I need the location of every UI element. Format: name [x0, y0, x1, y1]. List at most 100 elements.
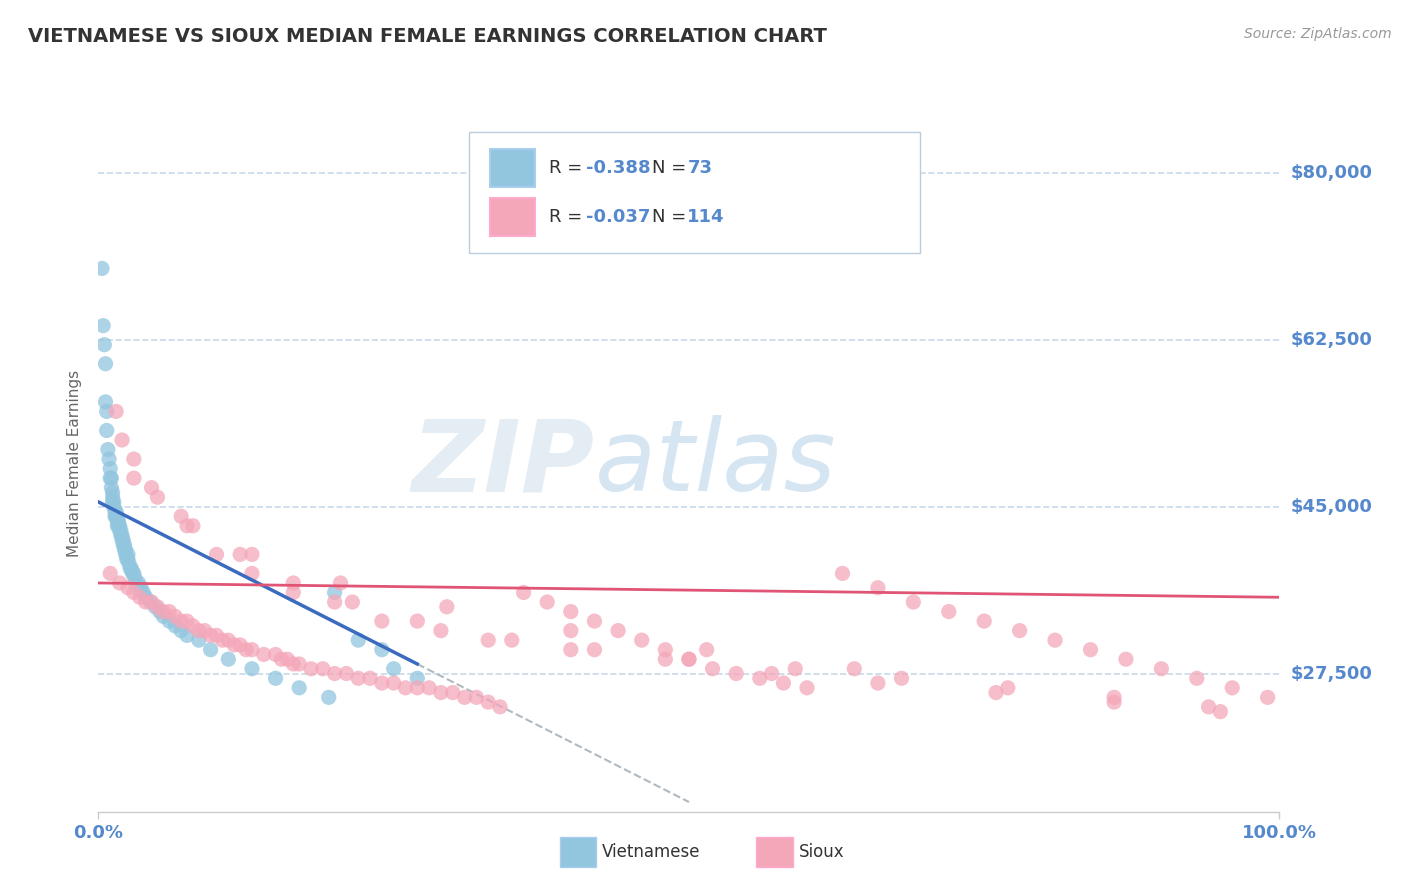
- Point: [176, 518, 198, 533]
- Point: [157, 605, 180, 619]
- Point: [122, 566, 145, 581]
- Point: [229, 638, 252, 652]
- Point: [98, 471, 121, 485]
- Text: $27,500: $27,500: [1291, 665, 1372, 682]
- Point: [418, 681, 440, 695]
- Point: [748, 671, 770, 685]
- Point: [194, 624, 217, 638]
- Point: [1102, 695, 1125, 709]
- Point: [406, 671, 429, 685]
- Text: Source: ZipAtlas.com: Source: ZipAtlas.com: [1244, 27, 1392, 41]
- Point: [725, 666, 748, 681]
- Point: [702, 662, 724, 676]
- Point: [117, 581, 139, 595]
- Point: [187, 633, 209, 648]
- Point: [112, 538, 135, 552]
- Point: [678, 652, 700, 666]
- Point: [125, 576, 148, 591]
- Point: [270, 652, 292, 666]
- Point: [512, 585, 534, 599]
- Point: [371, 642, 394, 657]
- Point: [121, 562, 143, 576]
- Point: [139, 595, 162, 609]
- Point: [607, 624, 630, 638]
- Point: [283, 657, 305, 671]
- Point: [560, 624, 582, 638]
- Point: [98, 461, 121, 475]
- Point: [114, 548, 136, 562]
- Point: [135, 595, 157, 609]
- Point: [108, 576, 131, 591]
- Point: [436, 599, 458, 614]
- Point: [1220, 681, 1243, 695]
- Point: [1198, 699, 1220, 714]
- Point: [115, 552, 138, 566]
- Point: [235, 642, 257, 657]
- Text: $45,000: $45,000: [1291, 498, 1372, 516]
- Point: [761, 666, 783, 681]
- Point: [477, 633, 499, 648]
- Point: [105, 509, 128, 524]
- Point: [129, 581, 152, 595]
- Point: [94, 395, 117, 409]
- Point: [128, 591, 150, 605]
- Point: [117, 548, 139, 562]
- Point: [122, 471, 145, 485]
- Point: [93, 337, 115, 351]
- Point: [120, 562, 142, 576]
- Point: [111, 433, 134, 447]
- Point: [342, 595, 364, 609]
- Point: [1257, 690, 1279, 705]
- Point: [938, 605, 960, 619]
- Point: [165, 619, 187, 633]
- Point: [105, 509, 128, 524]
- Point: [288, 681, 311, 695]
- Point: [453, 690, 475, 705]
- Point: [489, 699, 512, 714]
- Point: [217, 633, 239, 648]
- Point: [101, 495, 124, 509]
- Point: [283, 585, 305, 599]
- Point: [1185, 671, 1208, 685]
- Point: [371, 614, 394, 628]
- Point: [224, 638, 246, 652]
- Y-axis label: Median Female Earnings: Median Female Earnings: [67, 370, 83, 558]
- Point: [890, 671, 912, 685]
- Point: [110, 524, 132, 538]
- Point: [1102, 690, 1125, 705]
- Point: [347, 671, 370, 685]
- Point: [112, 542, 135, 557]
- Point: [796, 681, 818, 695]
- Text: R =: R =: [550, 208, 589, 226]
- Point: [152, 609, 174, 624]
- Point: [108, 518, 131, 533]
- Point: [135, 591, 157, 605]
- Point: [1080, 642, 1102, 657]
- Point: [382, 676, 405, 690]
- Point: [264, 671, 287, 685]
- Point: [299, 662, 322, 676]
- Point: [654, 652, 676, 666]
- Point: [430, 624, 453, 638]
- Point: [111, 533, 134, 547]
- Point: [124, 571, 146, 585]
- Point: [104, 509, 127, 524]
- Point: [240, 566, 263, 581]
- Point: [105, 504, 128, 518]
- Point: [132, 585, 155, 599]
- Point: [347, 633, 370, 648]
- Point: [187, 624, 209, 638]
- Text: 73: 73: [688, 159, 713, 177]
- Point: [430, 685, 453, 699]
- Point: [678, 652, 700, 666]
- Point: [146, 599, 169, 614]
- Point: [105, 514, 128, 528]
- Text: $80,000: $80,000: [1291, 164, 1372, 182]
- Point: [114, 542, 136, 557]
- Point: [122, 452, 145, 467]
- Point: [181, 619, 204, 633]
- Point: [165, 609, 187, 624]
- Point: [441, 685, 464, 699]
- Point: [1008, 624, 1031, 638]
- Point: [997, 681, 1019, 695]
